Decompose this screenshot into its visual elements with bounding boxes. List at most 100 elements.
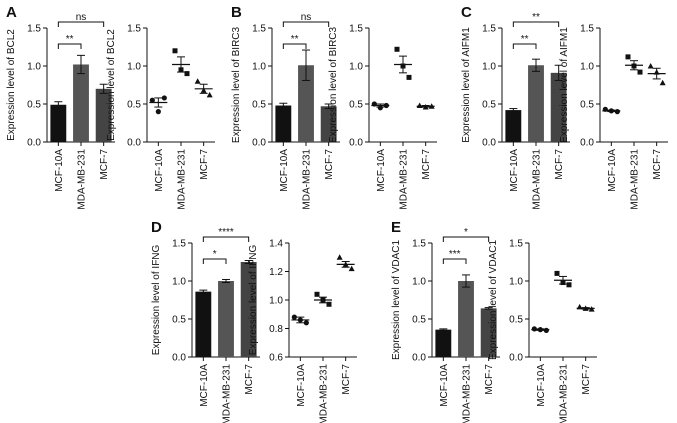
y-tick-label: 0.0 bbox=[172, 353, 186, 364]
y-tick-label: 1.5 bbox=[27, 24, 41, 35]
significance-bracket bbox=[442, 258, 467, 264]
significance-bracket bbox=[282, 21, 330, 27]
significance-bracket bbox=[202, 236, 250, 242]
y-tick-label: 0.0 bbox=[412, 353, 426, 364]
significance-bracket bbox=[282, 43, 307, 49]
point bbox=[184, 71, 190, 77]
y-tick-label: 1.0 bbox=[27, 62, 41, 73]
x-tick-label: MCF-10A bbox=[279, 149, 290, 192]
x-tick-label: MCF-7 bbox=[652, 149, 663, 180]
point bbox=[566, 282, 572, 288]
y-tick-label: 1.0 bbox=[509, 277, 523, 288]
x-tick-label: MCF-10A bbox=[296, 364, 307, 407]
x-tick-label: MCF-10A bbox=[439, 364, 450, 407]
x-tick-label: MCF-7 bbox=[199, 149, 210, 180]
bar bbox=[320, 106, 337, 142]
y-tick-label: 1.5 bbox=[349, 24, 363, 35]
y-tick-label: 0.8 bbox=[269, 324, 283, 335]
x-tick-label: MCF-7 bbox=[421, 149, 432, 180]
point bbox=[531, 326, 537, 332]
x-tick-label: MCF-7 bbox=[324, 149, 335, 180]
bar bbox=[50, 104, 67, 142]
significance-label: *** bbox=[449, 249, 461, 260]
y-tick-label: 0.5 bbox=[482, 100, 496, 111]
y-axis-label: Expression level of BCL2 bbox=[6, 29, 17, 141]
y-axis-label: Expression level of IFNG bbox=[248, 244, 259, 355]
significance-bracket bbox=[202, 258, 227, 264]
point bbox=[637, 69, 643, 75]
x-tick-label: MCF-10A bbox=[536, 364, 547, 407]
significance-label: * bbox=[213, 249, 217, 260]
x-tick-label: MDA-MB-231 bbox=[302, 149, 313, 210]
point bbox=[554, 270, 560, 276]
bar bbox=[298, 65, 314, 142]
bar bbox=[458, 281, 474, 357]
bar bbox=[73, 64, 89, 142]
point bbox=[194, 78, 201, 84]
y-tick-label: 1.0 bbox=[252, 62, 266, 73]
x-tick-label: MDA-MB-231 bbox=[559, 364, 570, 423]
y-tick-label: 1.5 bbox=[580, 24, 594, 35]
y-tick-label: 1.0 bbox=[412, 277, 426, 288]
y-tick-label: 1.0 bbox=[172, 277, 186, 288]
x-tick-label: MDA-MB-231 bbox=[222, 364, 233, 423]
x-tick-label: MCF-7 bbox=[581, 364, 592, 395]
panel-label: D bbox=[151, 219, 162, 236]
y-axis-label: Expression level of BCL2 bbox=[106, 29, 117, 141]
x-tick-label: MCF-10A bbox=[509, 149, 520, 192]
panel-label: B bbox=[231, 4, 242, 21]
bar bbox=[550, 72, 567, 142]
point bbox=[155, 109, 161, 115]
x-tick-label: MCF-7 bbox=[99, 149, 110, 180]
y-tick-label: 0.5 bbox=[252, 100, 266, 111]
x-tick-label: MCF-10A bbox=[199, 364, 210, 407]
x-tick-label: MCF-10A bbox=[376, 149, 387, 192]
x-tick-label: MDA-MB-231 bbox=[532, 149, 543, 210]
significance-label: * bbox=[464, 227, 468, 238]
y-axis-label: Expression level of AIFM1 bbox=[461, 27, 472, 143]
significance-bracket bbox=[57, 43, 82, 49]
y-tick-label: 0.0 bbox=[482, 138, 496, 149]
point bbox=[543, 327, 549, 333]
y-tick-label: 1.0 bbox=[269, 296, 283, 307]
y-tick-label: 1.5 bbox=[412, 239, 426, 250]
x-tick-label: MDA-MB-231 bbox=[177, 149, 188, 210]
y-axis-label: Expression level of BIRC3 bbox=[328, 26, 339, 143]
x-tick-label: MDA-MB-231 bbox=[319, 364, 330, 423]
point bbox=[377, 105, 383, 111]
point bbox=[206, 91, 213, 98]
x-tick-label: MCF-10A bbox=[154, 149, 165, 192]
bar bbox=[195, 291, 212, 357]
significance-label: ** bbox=[532, 12, 540, 23]
x-tick-label: MDA-MB-231 bbox=[630, 149, 641, 210]
y-tick-label: 1.0 bbox=[482, 62, 496, 73]
y-tick-label: 1.5 bbox=[127, 24, 141, 35]
y-tick-label: 0.5 bbox=[349, 100, 363, 111]
panel-label: E bbox=[391, 219, 401, 236]
point bbox=[161, 95, 167, 101]
y-tick-label: 1.0 bbox=[127, 62, 141, 73]
x-tick-label: MDA-MB-231 bbox=[399, 149, 410, 210]
point bbox=[149, 97, 155, 103]
y-axis-label: Expression level of VDAC1 bbox=[391, 240, 402, 360]
bar bbox=[218, 281, 234, 357]
significance-label: ** bbox=[291, 34, 299, 45]
y-axis-label: Expression level of VDAC1 bbox=[488, 240, 499, 360]
point bbox=[172, 48, 178, 54]
x-tick-label: MCF-10A bbox=[607, 149, 618, 192]
significance-label: **** bbox=[218, 227, 234, 238]
point bbox=[326, 301, 332, 307]
point bbox=[659, 79, 666, 86]
x-tick-label: MCF-7 bbox=[341, 364, 352, 395]
y-axis-label: Expression level of BIRC3 bbox=[231, 26, 242, 143]
significance-bracket bbox=[57, 21, 105, 27]
y-tick-label: 0.0 bbox=[509, 353, 523, 364]
significance-label: ** bbox=[66, 34, 74, 45]
x-tick-label: MCF-10A bbox=[54, 149, 65, 192]
y-tick-label: 0.5 bbox=[27, 100, 41, 111]
bar bbox=[505, 110, 522, 142]
x-tick-label: MCF-7 bbox=[554, 149, 565, 180]
point bbox=[406, 74, 412, 80]
bar bbox=[275, 105, 292, 142]
